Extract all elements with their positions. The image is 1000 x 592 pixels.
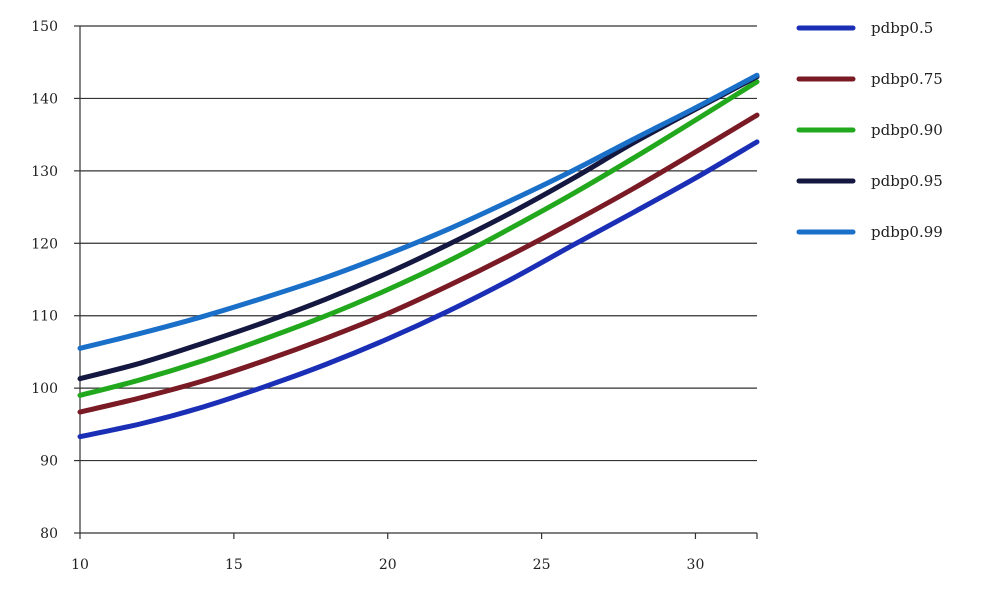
legend-item-pdbp0.5: pdbp0.5 bbox=[796, 19, 933, 37]
legend-label: pdbp0.75 bbox=[871, 70, 943, 88]
legend-item-pdbp0.75: pdbp0.75 bbox=[796, 70, 943, 88]
legend-label: pdbp0.95 bbox=[871, 172, 943, 190]
y-tick-label: 100 bbox=[31, 381, 58, 397]
x-tick-label: 10 bbox=[71, 557, 89, 573]
grid-lines bbox=[80, 25, 757, 462]
series-line-pdbp0.95 bbox=[77, 74, 760, 382]
y-axis-tick-labels: 80 90 100 110 120 130 140 150 bbox=[31, 19, 58, 542]
y-tick-label: 150 bbox=[31, 19, 58, 35]
y-tick-label: 140 bbox=[31, 91, 58, 107]
legend-item-pdbp0.99: pdbp0.99 bbox=[796, 223, 943, 241]
legend-label: pdbp0.99 bbox=[871, 223, 943, 241]
y-tick-label: 120 bbox=[31, 236, 58, 252]
x-tick-label: 25 bbox=[533, 557, 551, 573]
legend-label: pdbp0.5 bbox=[871, 19, 933, 37]
y-tick-label: 110 bbox=[31, 309, 58, 325]
legend-item-pdbp0.90: pdbp0.90 bbox=[796, 121, 943, 139]
axes bbox=[74, 25, 758, 539]
x-tick-label: 20 bbox=[379, 557, 397, 573]
y-tick-label: 90 bbox=[40, 454, 58, 470]
series-line-pdbp0.99 bbox=[77, 72, 760, 351]
series-line-pdbp0.90 bbox=[77, 79, 760, 398]
series-line-pdbp0.5 bbox=[77, 139, 760, 440]
x-tick-label: 15 bbox=[225, 557, 243, 573]
x-axis-tick-labels: 10 15 20 25 30 bbox=[71, 557, 704, 573]
series-lines bbox=[77, 72, 760, 440]
legend: pdbp0.5 pdbp0.75 pdbp0.90 pdbp0.95 pdbp0.99 bbox=[796, 19, 943, 241]
series-line-pdbp0.75 bbox=[77, 112, 760, 415]
y-tick-label: 80 bbox=[40, 526, 58, 542]
y-tick-label: 130 bbox=[31, 164, 58, 180]
legend-label: pdbp0.90 bbox=[871, 121, 943, 139]
x-tick-label: 30 bbox=[687, 557, 705, 573]
legend-item-pdbp0.95: pdbp0.95 bbox=[796, 172, 943, 190]
